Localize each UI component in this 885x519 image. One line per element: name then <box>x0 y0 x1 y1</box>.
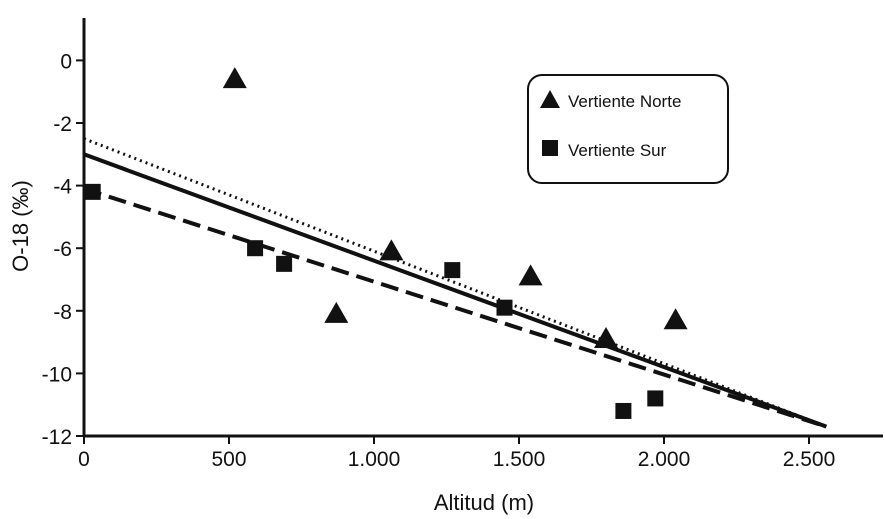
x-tick-label: 2.500 <box>783 448 836 471</box>
trend-line-dotted <box>83 137 827 429</box>
x-tick-label: 500 <box>211 448 246 471</box>
legend-label-sur: Vertiente Sur <box>568 141 667 160</box>
point-vertiente-sur <box>444 262 461 279</box>
y-tick-label: -10 <box>42 363 72 386</box>
trend-line-dashed <box>83 186 828 429</box>
legend-label-norte: Vertiente Norte <box>568 92 681 111</box>
x-tick-label: 0 <box>78 448 90 471</box>
point-vertiente-norte <box>594 326 618 348</box>
point-vertiente-sur <box>276 255 293 272</box>
legend-triangle-icon <box>540 90 560 108</box>
data-points <box>84 67 688 419</box>
point-vertiente-sur <box>615 402 632 419</box>
y-ticks: 0 -2 -4 -6 -8 -10 -12 <box>42 50 84 449</box>
x-tick-label: 2.000 <box>638 448 691 471</box>
legend-box <box>527 74 729 184</box>
y-tick-label: -4 <box>53 176 72 199</box>
point-vertiente-norte <box>518 264 543 286</box>
point-vertiente-sur <box>647 390 664 407</box>
trend-lines <box>83 137 828 429</box>
x-ticks: 0 500 1.000 1.500 2.000 2.500 <box>78 436 835 471</box>
axes <box>82 18 883 438</box>
y-axis-label: O-18 (‰) <box>8 180 33 272</box>
legend-square-icon <box>542 140 558 156</box>
y-tick-label: -8 <box>53 301 72 324</box>
y-tick-label: 0 <box>60 50 72 73</box>
trend-line-solid <box>83 152 828 429</box>
x-tick-label: 1.500 <box>493 448 546 471</box>
point-vertiente-norte <box>379 239 404 261</box>
y-tick-label: -2 <box>53 113 72 136</box>
y-tick-label: -6 <box>53 238 72 261</box>
legend: Vertiente Norte Vertiente Sur <box>527 74 729 184</box>
point-vertiente-sur <box>496 299 513 316</box>
x-axis-label: Altitud (m) <box>434 490 534 515</box>
point-vertiente-sur <box>84 183 101 200</box>
point-vertiente-norte <box>222 67 247 89</box>
x-tick-label: 1.000 <box>348 448 401 471</box>
point-vertiente-norte <box>663 308 688 330</box>
y-tick-label: -12 <box>42 426 72 449</box>
point-vertiente-norte <box>324 301 349 323</box>
point-vertiente-sur <box>247 240 264 257</box>
